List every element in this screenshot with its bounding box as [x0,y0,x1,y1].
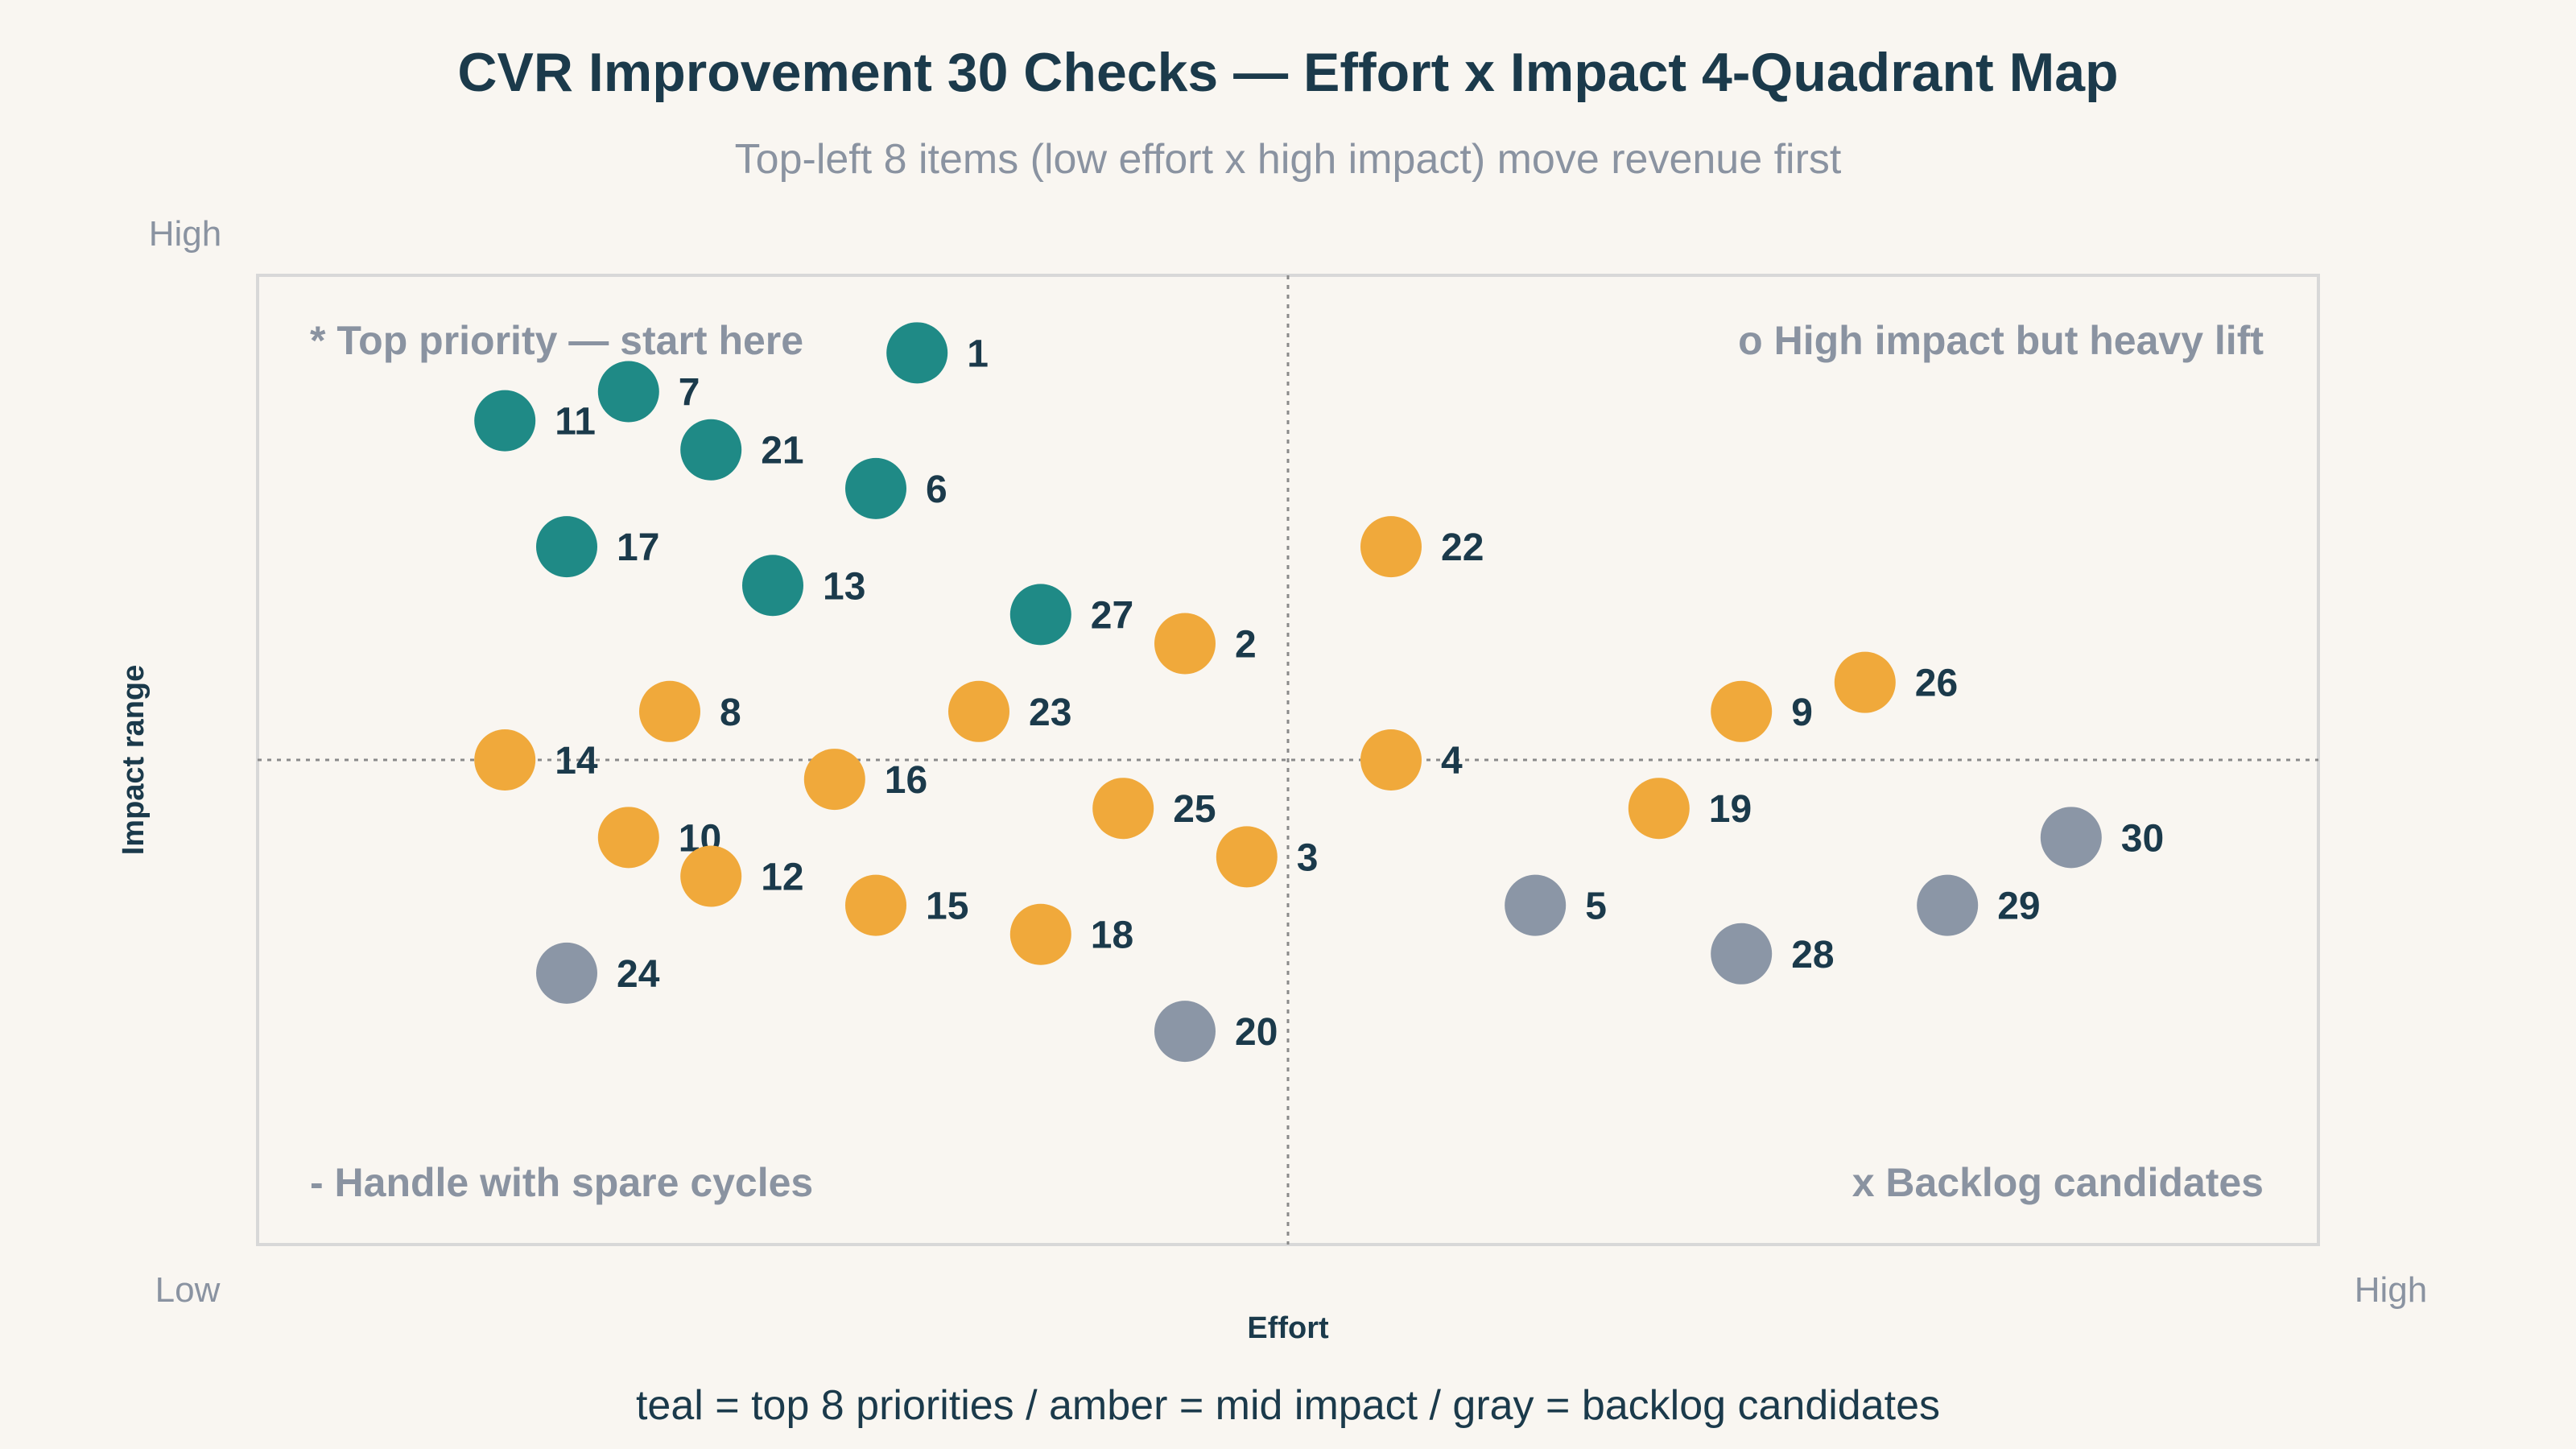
point-3-marker [1216,826,1278,888]
point-2-marker [1154,613,1216,675]
point-26-marker [1834,651,1896,713]
point-13-marker [742,555,803,617]
quadrant-label-top-left: * Top priority — start here [310,318,803,363]
point-13-label: 13 [823,565,865,608]
point-30-marker [2040,807,2102,869]
point-6-label: 6 [926,469,947,511]
y-axis-label: Impact range [117,665,151,856]
point-12-label: 12 [761,856,803,898]
point-10-marker [597,807,659,869]
point-4-marker [1360,729,1422,791]
x-high-label: High [2355,1270,2428,1310]
y-high-label: High [149,214,222,254]
point-1-label: 1 [967,332,989,375]
x-axis-label: Effort [1247,1311,1329,1345]
point-16-label: 16 [885,759,927,802]
point-7-label: 7 [679,371,700,414]
point-22-label: 22 [1441,526,1484,569]
point-8-marker [639,680,700,742]
point-4-label: 4 [1441,740,1463,782]
point-9-label: 9 [1791,691,1813,734]
point-25-label: 25 [1173,788,1216,831]
point-5-marker [1505,874,1567,936]
point-28-marker [1711,923,1773,985]
point-19-label: 19 [1709,788,1752,831]
point-18-label: 18 [1091,914,1133,957]
point-9-marker [1711,680,1773,742]
point-29-label: 29 [1997,886,2040,928]
quadrant-label-bottom-right: x Backlog candidates [1852,1160,2264,1205]
chart-subtitle: Top-left 8 items (low effort x high impa… [735,136,1842,183]
point-26-label: 26 [1915,663,1958,705]
point-5-label: 5 [1585,886,1607,928]
point-15-label: 15 [926,886,968,928]
point-15-marker [845,874,906,936]
point-20-label: 20 [1235,1011,1278,1054]
point-8-label: 8 [720,691,741,734]
point-11-marker [474,390,536,452]
point-21-label: 21 [761,430,803,473]
point-25-marker [1092,778,1154,840]
chart-title: CVR Improvement 30 Checks — Effort x Imp… [457,42,2118,103]
point-2-label: 2 [1235,624,1257,667]
point-14-marker [474,729,536,791]
point-30-label: 30 [2121,817,2164,860]
point-27-marker [1009,584,1071,646]
point-28-label: 28 [1791,934,1834,976]
point-24-label: 24 [617,953,660,996]
point-22-marker [1360,516,1422,578]
point-6-marker [845,457,906,519]
quadrant-label-bottom-left: - Handle with spare cycles [310,1160,813,1205]
point-20-marker [1154,1001,1216,1063]
point-19-marker [1628,778,1690,840]
point-17-label: 17 [617,526,659,569]
point-16-marker [803,749,865,811]
point-23-label: 23 [1029,691,1071,734]
point-3-label: 3 [1297,836,1319,879]
point-11-label: 11 [555,401,596,444]
quadrant-label-top-right: o High impact but heavy lift [1738,318,2264,363]
point-23-marker [948,680,1009,742]
point-24-marker [536,942,597,1004]
point-7-marker [597,361,659,423]
point-12-marker [680,845,742,907]
x-low-label: Low [155,1270,221,1310]
color-legend: teal = top 8 priorities / amber = mid im… [636,1382,1940,1429]
point-17-marker [536,516,597,578]
point-27-label: 27 [1091,594,1133,637]
point-21-marker [680,419,742,481]
point-29-marker [1917,874,1979,936]
point-1-marker [886,322,948,384]
point-18-marker [1009,903,1071,965]
point-14-label: 14 [555,740,598,782]
